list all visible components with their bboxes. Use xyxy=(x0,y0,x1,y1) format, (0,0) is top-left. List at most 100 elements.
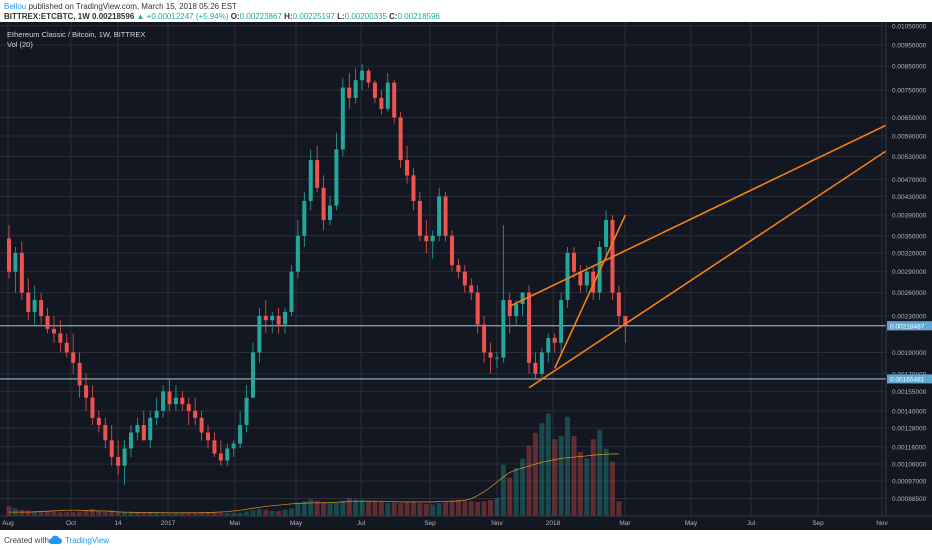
change-arrow-icon: ▲ xyxy=(136,12,145,21)
volume-bar xyxy=(577,452,583,516)
candle-body xyxy=(289,271,294,312)
volume-bar xyxy=(64,512,70,516)
volume-bar xyxy=(443,501,449,516)
candle-body xyxy=(308,160,313,201)
time-tick-label: May xyxy=(290,520,303,527)
volume-bar xyxy=(314,500,320,516)
candle-body xyxy=(295,235,300,272)
volume-bar xyxy=(488,500,493,516)
price-tick-label: 0.00155000 xyxy=(892,389,927,396)
volume-bar xyxy=(321,501,327,516)
volume-bar xyxy=(545,413,551,516)
price-tick-label: 0.00088500 xyxy=(892,496,927,503)
volume-bar xyxy=(417,503,423,516)
volume-bar xyxy=(70,512,76,516)
volume-bar xyxy=(32,510,38,516)
candle-body xyxy=(539,352,544,374)
volume-bar xyxy=(199,512,205,516)
candle-body xyxy=(257,316,262,353)
volume-bar xyxy=(353,499,359,516)
candle-body xyxy=(514,303,519,317)
volume-bar xyxy=(423,503,429,516)
candle-body xyxy=(212,440,217,454)
candle-body xyxy=(417,200,422,236)
candle-body xyxy=(437,196,442,236)
candle-body xyxy=(527,292,532,363)
volume-bar xyxy=(205,512,211,516)
volume-bar xyxy=(616,501,622,516)
volume-bar xyxy=(532,432,538,516)
volume-bar xyxy=(45,511,51,516)
price-tick-label: 0.00320000 xyxy=(892,250,927,257)
candle-body xyxy=(276,316,281,325)
candle-body xyxy=(19,252,24,293)
candle-body xyxy=(116,456,121,466)
volume-bar xyxy=(366,500,372,516)
level-badge: 0.00165481 xyxy=(890,376,925,383)
volume-bar xyxy=(89,508,95,516)
volume-bar xyxy=(603,448,609,516)
last-price: 0.00218596 xyxy=(92,12,135,21)
price-tick-label: 0.00950000 xyxy=(892,42,927,49)
volume-bar xyxy=(179,513,185,516)
level-badge-bg xyxy=(887,374,932,384)
volume-ma-line xyxy=(9,453,619,514)
candlestick-chart[interactable]: 0.01050000 0.00950000 0.00850000 0.00750000… xyxy=(0,22,932,530)
volume-bar xyxy=(584,458,590,516)
candle-body xyxy=(462,271,467,286)
time-tick-label: Jul xyxy=(357,520,366,527)
volume-bar xyxy=(160,513,166,516)
volume-bar xyxy=(256,508,262,516)
candle-body xyxy=(366,70,371,83)
time-tick-label: Oct xyxy=(66,520,76,527)
volume-bar xyxy=(372,501,378,516)
price-tick-label: 0.00230000 xyxy=(892,314,927,321)
volume-bar xyxy=(520,458,526,516)
time-axis[interactable]: Aug Oct 14 2017 Mar May Jul Sep Nov 2018 Mar May Jul… xyxy=(0,515,932,527)
volume-bar xyxy=(19,509,25,516)
candle-body xyxy=(533,362,538,374)
volume-bar xyxy=(282,509,288,516)
volume-bar xyxy=(25,510,31,516)
candle-body xyxy=(321,187,326,221)
volume-bar xyxy=(430,504,436,516)
time-tick-label: May xyxy=(685,520,698,527)
volume-bar xyxy=(128,512,134,516)
symbol-label: BITTREX:ETCBTC, 1W xyxy=(4,12,90,21)
volume-bar xyxy=(115,511,121,516)
volume-bar xyxy=(154,512,160,516)
candle-body xyxy=(84,385,89,398)
candle-body xyxy=(469,285,474,293)
price-change: +0.00012247 (+5.94%) xyxy=(146,12,229,21)
volume-bar xyxy=(378,501,384,516)
candles xyxy=(7,63,628,485)
candle-body xyxy=(302,200,307,236)
price-tick-label: 0.00470000 xyxy=(892,177,927,184)
volume-bar xyxy=(404,502,410,516)
candle-body xyxy=(109,440,114,457)
high-value: 0.00225197 xyxy=(292,12,335,21)
close-label: C: xyxy=(389,12,398,21)
price-tick-label: 0.00116000 xyxy=(892,444,926,451)
volume-bar xyxy=(288,508,294,516)
candle-body xyxy=(494,357,499,359)
time-tick-label: 14 xyxy=(114,520,122,527)
candle-body xyxy=(379,97,384,109)
volume-bar xyxy=(385,503,391,516)
horizontal-levels xyxy=(0,325,886,380)
tradingview-link[interactable]: TradingView xyxy=(65,536,110,545)
volume-bar xyxy=(250,510,256,516)
candle-body xyxy=(173,397,178,405)
chart-area[interactable]: 0.01050000 0.00950000 0.00850000 0.00750000… xyxy=(0,22,932,530)
trendlines[interactable] xyxy=(509,110,915,389)
volume-bar xyxy=(244,511,250,516)
volume-bar xyxy=(38,510,44,516)
candle-body xyxy=(32,300,37,312)
price-tick-label: 0.00097000 xyxy=(892,478,927,485)
volume-bar xyxy=(565,416,571,516)
candle-body xyxy=(328,205,332,221)
candle-body xyxy=(360,70,365,81)
author-link[interactable]: Bellou xyxy=(4,2,27,11)
volume-bar xyxy=(526,445,532,516)
candle-body xyxy=(334,149,339,206)
